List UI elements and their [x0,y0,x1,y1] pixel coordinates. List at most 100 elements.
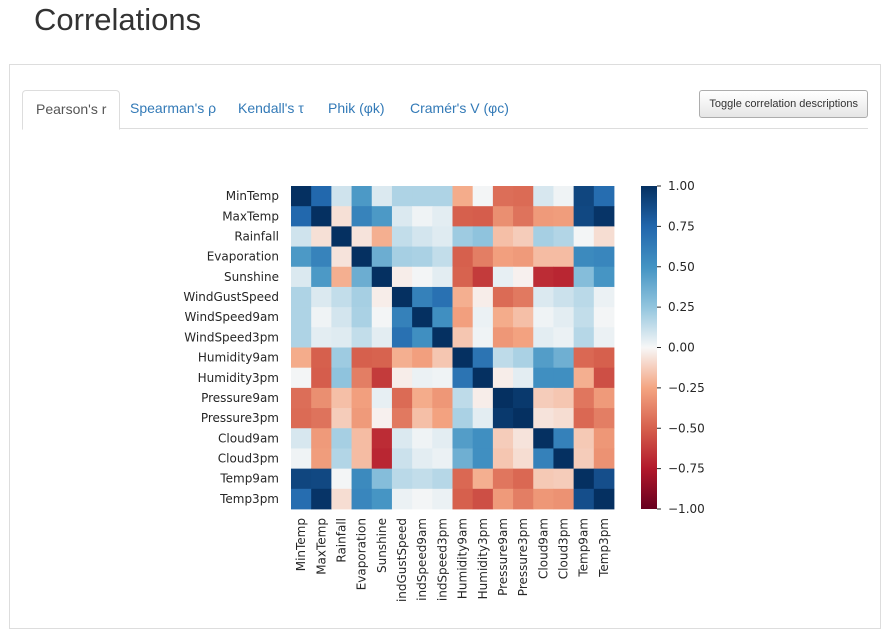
heatmap-cell [412,428,433,449]
heatmap-cell [553,468,575,490]
column-label: Rainfall [334,518,348,563]
heatmap-cell [593,448,615,470]
heatmap-cell [492,448,514,470]
heatmap-cell [593,367,615,389]
heatmap-cell [351,408,373,429]
heatmap-cell [573,246,595,268]
heatmap-cell [553,307,575,328]
heatmap-cell [553,327,575,348]
heatmap-cell [593,286,615,308]
colorbar: 1.00 0.75 0.50 0.25 0.00 −0.25 −0.50 −0.75 −1.00 [641,179,705,516]
heatmap-cell [533,286,554,308]
heatmap-cell [472,347,494,369]
heatmap-cell [452,226,474,247]
heatmap-cell [533,226,554,247]
heatmap-cell [593,226,615,247]
heatmap-cell [452,408,474,429]
heatmap-cell [513,428,534,449]
heatmap-cell [311,307,332,328]
column-label: Pressure3pm [516,518,530,596]
heatmap-cell [593,428,615,449]
heatmap-cell [432,488,453,510]
tab-spearman[interactable]: Spearman's ρ [130,100,217,116]
heatmap-cell [533,186,554,207]
heatmap-cell [492,246,514,268]
heatmap-cell [311,347,332,369]
tab-phik[interactable]: Phik (φk) [328,100,385,116]
heatmap-cell [371,448,393,470]
column-label: Temp3pm [597,518,611,578]
heatmap-cell [593,327,615,348]
heatmap-cell [311,246,332,268]
heatmap-cell [553,246,575,268]
heatmap-cell [513,347,534,369]
heatmap-cell [291,488,312,510]
heatmap-cell [391,206,413,227]
heatmap-cell [351,226,373,247]
heatmap-cell [371,246,393,268]
heatmap-cell [311,286,332,308]
heatmap-cell [412,347,433,369]
heatmap-cell [412,387,433,409]
heatmap-cell [311,206,332,227]
heatmap-cell [452,347,474,369]
heatmap-cell [391,327,413,348]
heatmap-cell [291,226,312,247]
column-label: Cloud9am [536,518,550,579]
heatmap-cell [452,327,474,348]
column-label: Pressure9am [496,518,510,596]
heatmap-cell [331,468,352,490]
heatmap-cell [412,186,433,207]
heatmap-cell [351,206,373,227]
heatmap-cell [391,347,413,369]
tab-cramers-v[interactable]: Cramér's V (φc) [410,100,509,116]
heatmap-cell [472,246,494,268]
heatmap-cell [412,246,433,268]
heatmap-cell [432,347,453,369]
heatmap-cell [472,387,494,409]
heatmap-cell [412,206,433,227]
row-label: MinTemp [226,189,279,203]
heatmap-cell [593,186,615,207]
heatmap-cell [472,266,494,288]
toggle-descriptions-button[interactable]: Toggle correlation descriptions [699,90,868,118]
heatmap-cell [351,468,373,490]
row-label: MaxTemp [222,209,279,223]
heatmap-cell [371,327,393,348]
heatmap-cell [412,327,433,348]
heatmap-cell [331,266,352,288]
heatmap-cell [513,387,534,409]
heatmap-cell [553,428,575,449]
row-label: Pressure9am [201,391,279,405]
heatmap-cell [492,186,514,207]
column-label: MinTemp [294,518,308,571]
heatmap-cell [472,286,494,308]
heatmap-cell [291,186,312,207]
heatmap-cell [533,448,554,470]
column-label: Humidity3pm [476,518,490,599]
heatmap-cell [593,246,615,268]
heatmap-cell [291,286,312,308]
heatmap-cell [573,186,595,207]
row-label: Cloud9am [218,431,279,445]
colorbar-tick-label: −1.00 [668,502,705,516]
heatmap-cell [391,387,413,409]
row-label: WindGustSpeed [183,290,279,304]
tab-pearson[interactable]: Pearson's r [22,90,121,130]
heatmap-cell [513,488,534,510]
heatmap-cell [311,327,332,348]
heatmap-cell [492,468,514,490]
tab-kendall[interactable]: Kendall's τ [238,100,304,116]
heatmap-cell [593,488,615,510]
heatmap-cell [351,307,373,328]
heatmap-cell [331,408,352,429]
heatmap-cell [351,488,373,510]
heatmap-cell [432,186,453,207]
heatmap-cell [513,286,534,308]
heatmap-cell [391,286,413,308]
row-label: Sunshine [224,270,279,284]
column-label: Temp9am [577,518,591,578]
heatmap-cell [412,367,433,389]
heatmap-cell [593,266,615,288]
heatmap-cell [291,468,312,490]
